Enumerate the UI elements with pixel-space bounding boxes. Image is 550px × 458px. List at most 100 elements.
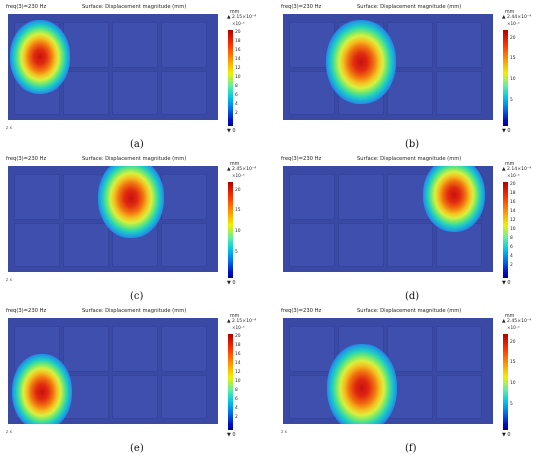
colorbar-tick: 18 xyxy=(235,39,241,44)
min-value: ▼ 0 xyxy=(227,128,236,134)
axis-indicator: z x xyxy=(281,429,288,434)
axis-indicator: z x xyxy=(6,277,13,282)
colorbar-tick: 18 xyxy=(510,191,516,196)
colorbar-tick: 2 xyxy=(235,111,238,116)
plate-cell xyxy=(112,22,158,68)
colorbar-tick: 8 xyxy=(235,84,238,89)
colorbar-tick: 5 xyxy=(510,98,513,103)
plate-cell xyxy=(289,223,335,267)
axis-indicator: z x xyxy=(6,125,13,130)
colorbar-tick: 18 xyxy=(235,343,241,348)
plate-cell xyxy=(436,326,482,372)
plate-cell xyxy=(161,174,207,220)
plate-cell xyxy=(14,223,60,267)
colorbar-tick: 2 xyxy=(235,415,238,420)
colorbar xyxy=(228,182,233,278)
scale-exponent: ×10⁻⁵ xyxy=(507,21,520,26)
plate-cell xyxy=(387,326,433,372)
colorbar-tick: 8 xyxy=(510,236,513,241)
figure-panel-b: freq(3)=230 Hz Surface: Displacement mag… xyxy=(275,0,550,152)
plate-cell xyxy=(14,174,60,220)
displacement-hotspot xyxy=(12,354,72,424)
colorbar-tick: 20 xyxy=(235,334,241,339)
plate-cell xyxy=(63,223,109,267)
colorbar-tick: 5 xyxy=(235,250,238,255)
colorbar-tick: 15 xyxy=(235,208,241,213)
displacement-hotspot xyxy=(10,20,70,94)
displacement-plot xyxy=(283,14,493,120)
subfigure-label: (d) xyxy=(405,291,420,302)
subfigure-label: (f) xyxy=(405,443,417,454)
displacement-plot xyxy=(8,318,218,424)
scale-exponent: ×10⁻⁵ xyxy=(507,173,520,178)
plot-title: Surface: Displacement magnitude (mm) xyxy=(357,4,462,10)
figure-panel-c: freq(3)=230 Hz Surface: Displacement mag… xyxy=(0,152,275,304)
colorbar-tick: 20 xyxy=(235,30,241,35)
figure-panel-f: freq(3)=230 Hz Surface: Displacement mag… xyxy=(275,304,550,456)
plate-cell xyxy=(112,375,158,419)
colorbar xyxy=(503,30,508,126)
colorbar-tick: 12 xyxy=(510,218,516,223)
plate-cell xyxy=(112,71,158,115)
figure-panel-e: freq(3)=230 Hz Surface: Displacement mag… xyxy=(0,304,275,456)
displacement-plot xyxy=(283,166,493,272)
plot-title: Surface: Displacement magnitude (mm) xyxy=(82,4,187,10)
scale-exponent: ×10⁻⁵ xyxy=(507,325,520,330)
frequency-label: freq(3)=230 Hz xyxy=(6,4,47,10)
frequency-label: freq(3)=230 Hz xyxy=(281,4,322,10)
colorbar-tick: 6 xyxy=(510,245,513,250)
subfigure-label: (a) xyxy=(130,139,144,150)
frequency-label: freq(3)=230 Hz xyxy=(281,156,322,162)
plate-cell xyxy=(63,326,109,372)
scale-exponent: ×10⁻⁵ xyxy=(232,21,245,26)
min-value: ▼ 0 xyxy=(227,280,236,286)
colorbar-tick: 16 xyxy=(235,352,241,357)
colorbar-tick: 14 xyxy=(235,57,241,62)
colorbar xyxy=(228,30,233,126)
subfigure-label: (e) xyxy=(130,443,144,454)
frequency-label: freq(3)=230 Hz xyxy=(6,156,47,162)
displacement-plot xyxy=(8,166,218,272)
frequency-label: freq(3)=230 Hz xyxy=(281,308,322,314)
colorbar-tick: 10 xyxy=(510,77,516,82)
colorbar-tick: 14 xyxy=(510,209,516,214)
colorbar xyxy=(228,334,233,430)
colorbar-tick: 10 xyxy=(235,75,241,80)
plate-cell xyxy=(161,326,207,372)
unit-label: mm xyxy=(505,314,515,319)
max-value: ▲ 2.15×10⁻⁴ xyxy=(227,15,257,20)
plate-cell xyxy=(161,22,207,68)
unit-label: mm xyxy=(230,162,240,167)
figure-panel-d: freq(3)=230 Hz Surface: Displacement mag… xyxy=(275,152,550,304)
plot-title: Surface: Displacement magnitude (mm) xyxy=(82,156,187,162)
min-value: ▼ 0 xyxy=(502,280,511,286)
subfigure-label: (c) xyxy=(130,291,144,302)
unit-label: mm xyxy=(505,10,515,15)
colorbar-tick: 2 xyxy=(510,263,513,268)
plate-cell xyxy=(338,223,384,267)
colorbar-tick: 4 xyxy=(510,254,513,259)
plate-cell xyxy=(161,71,207,115)
figure-panel-a: freq(3)=230 Hz Surface: Displacement mag… xyxy=(0,0,275,152)
colorbar-tick: 4 xyxy=(235,406,238,411)
colorbar-tick: 20 xyxy=(510,36,516,41)
plate-cell xyxy=(387,223,433,267)
colorbar-tick: 6 xyxy=(235,93,238,98)
colorbar-tick: 15 xyxy=(510,56,516,61)
max-value: ▲ 2.15×10⁻⁴ xyxy=(227,319,257,324)
plot-title: Surface: Displacement magnitude (mm) xyxy=(357,308,462,314)
unit-label: mm xyxy=(505,162,515,167)
plate-cell xyxy=(436,22,482,68)
colorbar xyxy=(503,334,508,430)
scale-exponent: ×10⁻⁵ xyxy=(232,325,245,330)
colorbar-tick: 4 xyxy=(235,102,238,107)
plot-title: Surface: Displacement magnitude (mm) xyxy=(82,308,187,314)
max-value: ▲ 2.14×10⁻⁴ xyxy=(502,167,532,172)
plate-cell xyxy=(161,375,207,419)
colorbar-tick: 16 xyxy=(235,48,241,53)
frequency-label: freq(3)=230 Hz xyxy=(6,308,47,314)
plate-cell xyxy=(387,71,433,115)
displacement-plot xyxy=(283,318,493,424)
displacement-plot xyxy=(8,14,218,120)
colorbar-tick: 16 xyxy=(510,200,516,205)
